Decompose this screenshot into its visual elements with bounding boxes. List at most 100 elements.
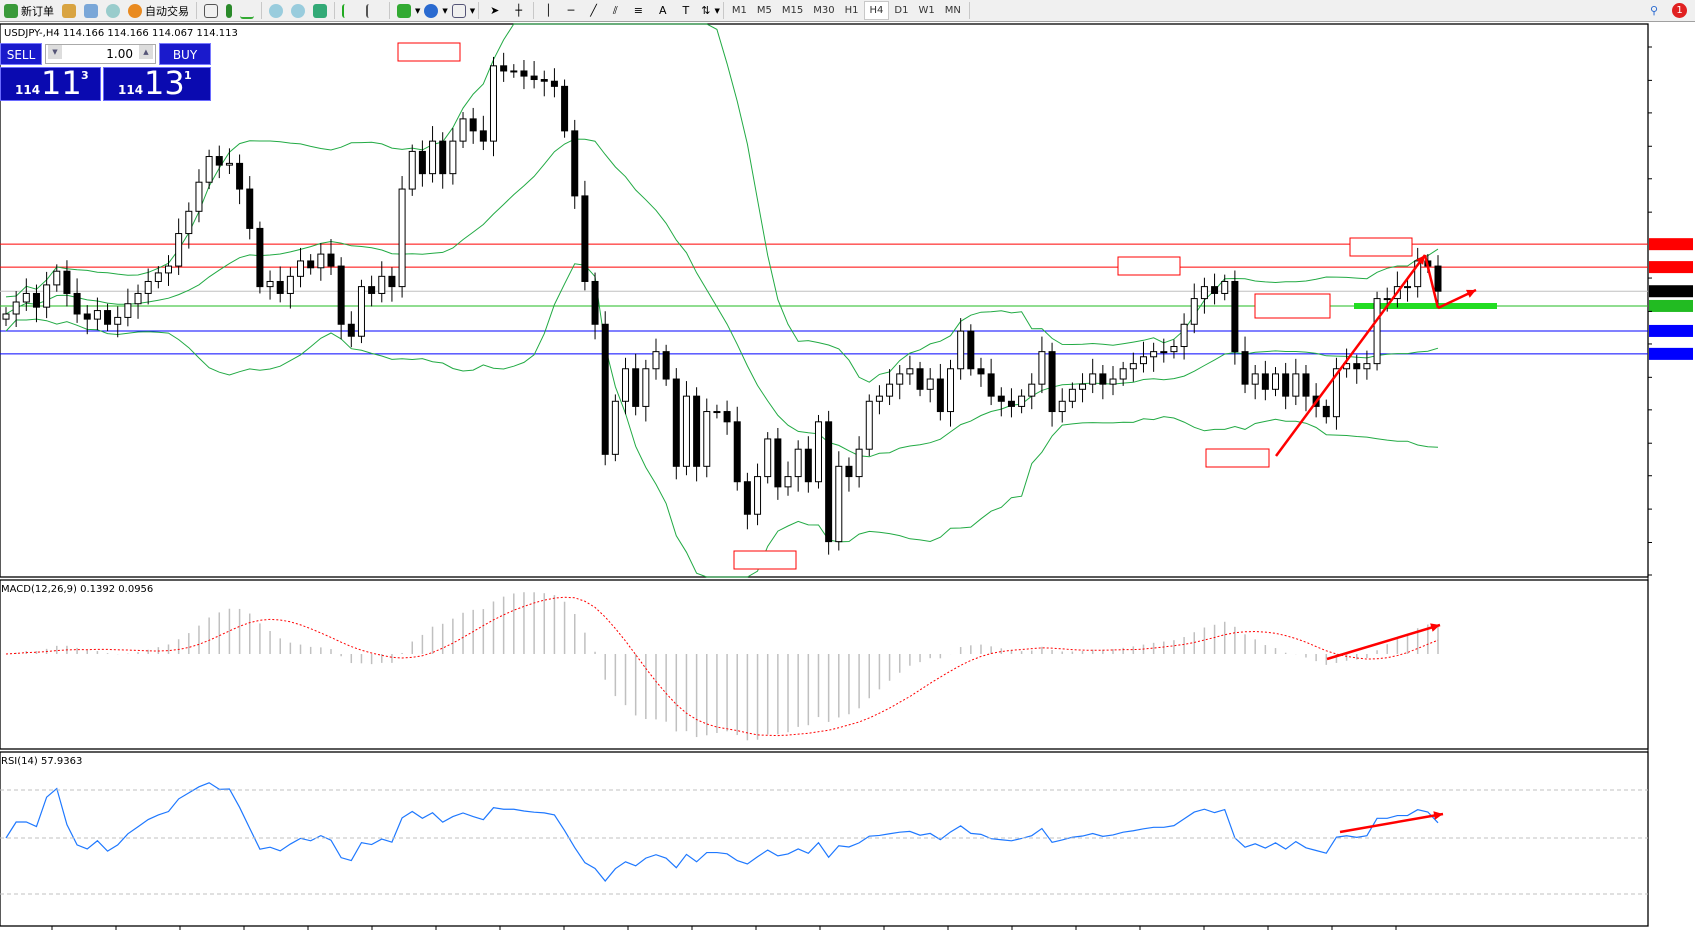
candle-body — [520, 70, 528, 77]
candle — [1180, 313, 1188, 360]
equidistant-channel-icon[interactable]: ⫽ — [612, 3, 618, 17]
candle — [622, 357, 630, 415]
lot-increase-icon[interactable]: ▲ — [139, 45, 153, 59]
templates-icon[interactable] — [451, 3, 466, 18]
buy-button[interactable]: BUY — [159, 43, 211, 65]
candle-body — [1373, 298, 1381, 365]
candle — [540, 70, 548, 97]
candle — [246, 176, 254, 240]
line-chart-icon[interactable] — [240, 3, 254, 19]
timeframe-m5[interactable]: M5 — [756, 5, 772, 16]
candlestick-icon[interactable] — [226, 3, 232, 18]
dropdown-icon[interactable]: ▼ — [469, 6, 476, 15]
candle — [987, 358, 995, 406]
candle — [429, 126, 437, 183]
candle-body — [439, 140, 447, 175]
candle-body — [672, 378, 680, 467]
new-order-button[interactable]: 新订单 — [0, 1, 58, 20]
candle-body — [1048, 351, 1056, 413]
dropdown-icon[interactable]: ▼ — [415, 6, 421, 15]
candle — [1414, 247, 1422, 298]
candle-body — [1139, 356, 1147, 365]
buy-price[interactable]: 114 13 1 — [103, 64, 211, 102]
timeframe-m1[interactable]: M1 — [731, 5, 747, 16]
candle — [1353, 354, 1361, 384]
market-watch-icon[interactable] — [84, 3, 98, 18]
candle-body — [835, 465, 843, 543]
separator — [334, 2, 335, 19]
candle-body — [886, 383, 894, 397]
candle — [896, 364, 904, 400]
candle — [601, 311, 609, 466]
horizontal-line-icon[interactable]: ─ — [567, 4, 575, 17]
candle-body — [662, 351, 670, 380]
candle — [185, 202, 193, 249]
candle-body — [378, 275, 386, 294]
candle — [784, 461, 792, 496]
auto-scroll-icon[interactable] — [342, 3, 358, 18]
lot-size-input[interactable]: 1.00 — [45, 44, 156, 64]
zoom-in-icon[interactable] — [269, 3, 283, 18]
uptrend-arrow — [1274, 254, 1427, 457]
candle-body — [1292, 373, 1300, 397]
candle — [1404, 277, 1412, 302]
auto-trading-button[interactable]: 自动交易 — [124, 1, 193, 20]
candle — [1058, 388, 1066, 423]
fibonacci-icon[interactable]: ≡ — [633, 4, 644, 17]
candle — [1332, 357, 1340, 430]
timeframe-d1[interactable]: D1 — [894, 5, 909, 16]
macd-panel — [0, 579, 1649, 750]
chart-shift-icon[interactable] — [366, 3, 382, 18]
candle — [977, 357, 985, 387]
timeframe-m30[interactable]: M30 — [813, 5, 835, 16]
text-icon[interactable]: A — [659, 4, 667, 17]
candle-body — [1058, 400, 1066, 413]
signals-icon[interactable] — [106, 3, 120, 18]
timeframe-h1[interactable]: H1 — [844, 5, 859, 16]
candle-body — [286, 275, 294, 294]
candle — [703, 398, 711, 478]
timeframe-w1[interactable]: W1 — [918, 5, 935, 16]
candle-body — [327, 253, 335, 267]
bollinger-upper-band — [5, 23, 1439, 383]
candle-body — [408, 150, 416, 190]
dropdown-icon[interactable]: ▼ — [442, 6, 448, 15]
candle-body — [449, 140, 457, 175]
price-level-tag — [1649, 261, 1693, 274]
sell-button[interactable]: SELL — [0, 43, 42, 65]
candle-body — [195, 181, 203, 212]
candle — [1231, 270, 1239, 365]
candle — [408, 144, 416, 196]
bar-chart-icon[interactable] — [204, 3, 218, 18]
candle — [398, 176, 406, 298]
candle-body — [205, 156, 213, 183]
candle — [378, 261, 386, 303]
candle-body — [875, 395, 883, 402]
timeframe-h4[interactable]: H4 — [863, 1, 890, 20]
timeframe-mn[interactable]: MN — [944, 5, 961, 16]
cursor-icon[interactable]: ➤ — [490, 4, 500, 17]
lot-decrease-icon[interactable]: ▼ — [48, 45, 62, 59]
sell-price[interactable]: 114 11 3 — [0, 64, 101, 102]
text-label-icon[interactable]: T — [682, 4, 690, 17]
tile-windows-icon[interactable] — [313, 3, 327, 18]
candle — [906, 355, 914, 385]
notification-badge[interactable]: 1 — [1672, 3, 1687, 18]
dropdown-icon[interactable]: ▼ — [714, 6, 720, 15]
price-annotation-box — [1254, 293, 1331, 319]
zoom-out-icon[interactable] — [291, 3, 305, 18]
candle-body — [104, 310, 112, 325]
candle-body — [32, 292, 40, 308]
periods-clock-icon[interactable] — [424, 3, 439, 18]
candle — [469, 107, 477, 144]
search-icon[interactable]: ⚲ — [1649, 4, 1658, 17]
history-icon[interactable] — [62, 3, 76, 18]
candle — [672, 368, 680, 480]
indicators-icon[interactable] — [397, 3, 411, 18]
timeframe-m15[interactable]: M15 — [781, 5, 804, 16]
trendline-icon[interactable]: ╱ — [590, 4, 597, 17]
arrows-icon[interactable]: ⇅ — [701, 4, 711, 17]
vertical-line-icon[interactable]: │ — [545, 4, 552, 17]
crosshair-icon[interactable]: ┼ — [515, 4, 523, 17]
